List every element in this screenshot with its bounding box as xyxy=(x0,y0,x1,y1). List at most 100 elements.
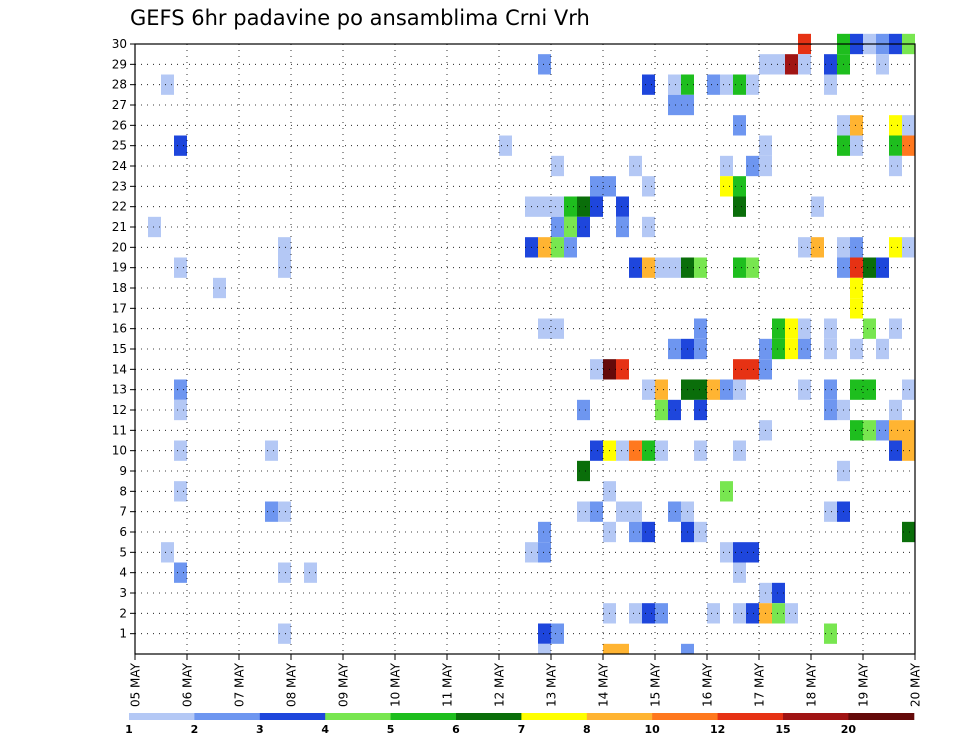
precip-cell xyxy=(902,237,915,258)
y-tick-label: 1 xyxy=(119,627,127,641)
y-tick-label: 8 xyxy=(119,484,127,498)
x-tick-label: 07 MAY xyxy=(233,662,247,707)
precip-cell xyxy=(811,237,824,258)
precip-cell xyxy=(590,501,603,522)
precip-cell xyxy=(642,521,655,543)
colorbar-label: 3 xyxy=(256,723,264,736)
precip-cell xyxy=(798,54,811,75)
precip-cell xyxy=(265,501,278,522)
colorbar-swatch xyxy=(783,713,849,720)
precip-cell xyxy=(824,318,837,339)
precip-cell xyxy=(733,74,746,95)
y-tick-label: 13 xyxy=(112,383,127,397)
precip-cell xyxy=(278,257,291,278)
precip-cell xyxy=(694,521,707,543)
precip-cell xyxy=(746,603,759,624)
precip-cell xyxy=(642,74,655,95)
precip-cell xyxy=(785,318,798,339)
precip-cell xyxy=(304,562,317,583)
precip-cell xyxy=(629,501,642,522)
precip-cell xyxy=(785,338,798,360)
precip-cell xyxy=(616,501,629,522)
precip-cell xyxy=(681,643,694,654)
colorbar-label: 4 xyxy=(321,723,329,736)
y-tick-label: 24 xyxy=(112,159,127,173)
precip-cell xyxy=(590,359,603,380)
precip-cell xyxy=(876,420,889,441)
x-tick-label: 08 MAY xyxy=(285,662,299,707)
precip-cell xyxy=(655,257,668,278)
precip-cell xyxy=(876,338,889,360)
precip-cell xyxy=(694,318,707,339)
precip-cell xyxy=(850,298,863,319)
y-tick-label: 17 xyxy=(112,301,127,315)
precip-cell xyxy=(720,379,733,400)
precip-cell xyxy=(889,155,902,177)
y-tick-label: 7 xyxy=(119,505,127,519)
precip-cell xyxy=(551,237,564,258)
precip-cell xyxy=(902,420,915,441)
y-tick-label: 23 xyxy=(112,179,127,193)
precip-cell xyxy=(746,74,759,95)
precip-cell xyxy=(798,338,811,360)
precip-cell xyxy=(707,603,720,624)
y-tick-label: 29 xyxy=(112,57,127,71)
dotted-gridlines xyxy=(135,44,915,654)
colorbar-label: 12 xyxy=(710,723,725,736)
precip-cell xyxy=(668,74,681,95)
precip-cell xyxy=(772,338,785,360)
y-tick-label: 18 xyxy=(112,281,127,295)
precip-cell xyxy=(577,196,590,217)
precip-cell xyxy=(265,440,278,461)
precip-cell xyxy=(668,501,681,522)
precip-cell xyxy=(733,603,746,624)
precip-cell xyxy=(538,318,551,339)
precip-cell xyxy=(590,440,603,461)
precip-cell xyxy=(148,216,161,238)
precip-cell xyxy=(850,420,863,441)
precip-cell xyxy=(772,582,785,604)
precip-cell xyxy=(798,379,811,400)
precip-cell xyxy=(161,74,174,95)
precip-cell xyxy=(824,623,837,644)
precip-cell xyxy=(772,603,785,624)
precip-cell xyxy=(642,216,655,238)
precip-cell xyxy=(174,481,187,502)
y-tick-label: 12 xyxy=(112,403,127,417)
precip-cell xyxy=(733,359,746,380)
precip-cell xyxy=(733,542,746,563)
x-tick-label: 06 MAY xyxy=(181,662,195,707)
y-tick-label: 5 xyxy=(119,545,127,559)
precip-cell xyxy=(564,237,577,258)
precip-cell xyxy=(616,643,629,654)
heatmap-cells xyxy=(148,33,915,654)
precip-cell xyxy=(902,115,915,136)
precip-cell xyxy=(720,542,733,563)
precip-cell xyxy=(551,623,564,644)
precip-cell xyxy=(642,603,655,624)
precip-cell xyxy=(850,277,863,299)
precip-cell xyxy=(785,54,798,75)
precip-cell xyxy=(564,196,577,217)
chart-title: GEFS 6hr padavine po ansamblima Crni Vrh xyxy=(130,6,590,30)
precip-cell xyxy=(278,623,291,644)
precip-cell xyxy=(889,420,902,441)
precip-cell xyxy=(720,481,733,502)
precip-cell xyxy=(902,135,915,156)
precip-cell xyxy=(642,440,655,461)
precip-cell xyxy=(577,501,590,522)
precip-cell xyxy=(278,501,291,522)
y-tick-label: 25 xyxy=(112,139,127,153)
precip-cell xyxy=(824,74,837,95)
precip-cell xyxy=(863,379,876,400)
x-tick-label: 16 MAY xyxy=(701,662,715,707)
precip-cell xyxy=(174,135,187,156)
precip-cell xyxy=(551,155,564,177)
colorbar-swatch xyxy=(652,713,719,720)
precip-cell xyxy=(863,420,876,441)
precip-cell xyxy=(824,54,837,75)
colorbar-label: 5 xyxy=(387,723,395,736)
precip-cell xyxy=(538,643,551,654)
precip-cell xyxy=(707,379,720,400)
precip-cell xyxy=(733,440,746,461)
